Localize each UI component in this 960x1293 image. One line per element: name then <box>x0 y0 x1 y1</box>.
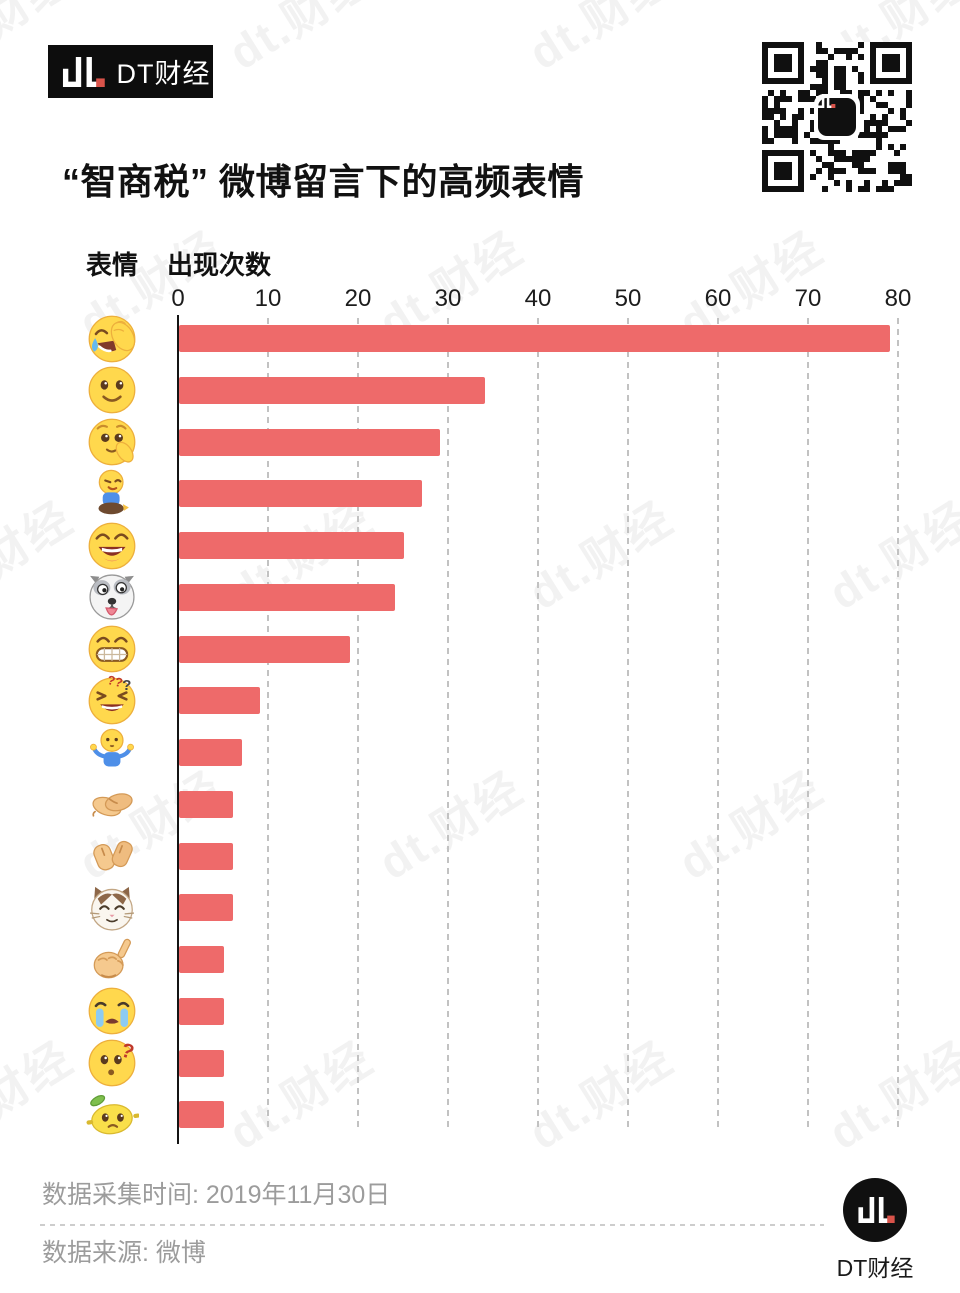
bar-pinky-beckon <box>179 946 224 973</box>
gridline <box>807 318 809 1132</box>
brand-logo-badge: DT财经 <box>48 45 213 98</box>
x-axis-tick-label: 0 <box>171 285 185 312</box>
footer-divider <box>40 1224 824 1226</box>
bar-loud-cry <box>179 997 224 1025</box>
gridline <box>627 318 629 1132</box>
emoji-handshake-icon <box>85 777 139 831</box>
qr-code <box>762 42 912 192</box>
x-axis-tick-label: 50 <box>614 285 642 312</box>
emoji-cat-face-icon <box>85 881 139 935</box>
gridline <box>537 318 539 1132</box>
data-source: 数据来源: 微博 <box>42 1239 206 1267</box>
bar-cat-face <box>179 894 233 922</box>
x-axis-tick-label: 60 <box>704 285 732 312</box>
gridline <box>717 318 719 1132</box>
emoji-pinky-beckon-icon <box>85 933 139 987</box>
brand-name: DT财经 <box>116 59 211 89</box>
dt-logo-icon <box>59 56 106 87</box>
brand-watermark: dt.财经 <box>519 0 682 80</box>
emoji-joy-facepalm-icon <box>85 312 139 366</box>
bar-smile <box>179 376 485 404</box>
qr-pattern <box>762 42 912 192</box>
svg-text:??: ?? <box>106 674 124 690</box>
gridline <box>897 318 899 1132</box>
bar-chart: 0 10 20 30 40 50 60 70 80???? <box>0 285 960 1147</box>
x-axis-tick-label: 40 <box>524 285 552 312</box>
emoji-lemon-icon <box>85 1088 139 1142</box>
emoji-sitting-boy-icon <box>85 467 139 521</box>
column-header-count: 出现次数 <box>167 250 272 280</box>
bar-squint-double-question <box>179 687 260 715</box>
column-header-emoji: 表情 <box>86 250 139 280</box>
x-axis-tick-label: 80 <box>884 285 912 312</box>
x-axis-tick-label: 30 <box>434 285 462 312</box>
emoji-smile-icon <box>85 363 139 417</box>
bar-shrug <box>179 739 242 766</box>
page-title: “智商税” 微博留言下的高频表情 <box>62 161 585 202</box>
bar-high-five <box>179 842 233 870</box>
emoji-question-face-icon: ? <box>85 1036 139 1090</box>
gridline <box>357 318 359 1132</box>
bar-laugh-open-mouth <box>179 532 404 559</box>
bar-grin-teeth <box>179 635 350 663</box>
bar-handshake <box>179 790 233 818</box>
footer-brand-logo <box>843 1178 907 1242</box>
y-axis-line <box>177 315 179 1144</box>
dt-logo-icon <box>855 1197 895 1223</box>
emoji-grin-teeth-icon <box>85 622 139 676</box>
x-axis-tick-label: 70 <box>794 285 822 312</box>
qr-center-logo <box>814 94 860 140</box>
bar-joy-facepalm <box>179 325 890 352</box>
gridline <box>267 318 269 1132</box>
emoji-loud-cry-icon <box>85 984 139 1038</box>
brand-watermark: dt.财经 <box>219 0 382 80</box>
bar-sitting-boy <box>179 480 422 508</box>
bar-hand-on-chin <box>179 428 440 456</box>
emoji-husky-dog-icon <box>85 570 139 624</box>
gridline <box>447 318 449 1132</box>
footer-brand-name: DT财经 <box>836 1255 914 1281</box>
emoji-laugh-open-mouth-icon <box>85 519 139 573</box>
emoji-shrug-icon <box>85 726 139 780</box>
bar-lemon <box>179 1101 224 1129</box>
bar-question-face <box>179 1049 224 1077</box>
emoji-high-five-icon <box>85 829 139 883</box>
bar-husky-dog <box>179 583 395 611</box>
x-axis-tick-label: 10 <box>254 285 282 312</box>
x-axis-tick-label: 20 <box>344 285 372 312</box>
emoji-hand-on-chin-icon <box>85 415 139 469</box>
data-collect-time: 数据采集时间: 2019年11月30日 <box>42 1181 391 1209</box>
emoji-squint-double-question-icon: ??? <box>85 674 139 728</box>
svg-text:?: ? <box>122 677 131 694</box>
